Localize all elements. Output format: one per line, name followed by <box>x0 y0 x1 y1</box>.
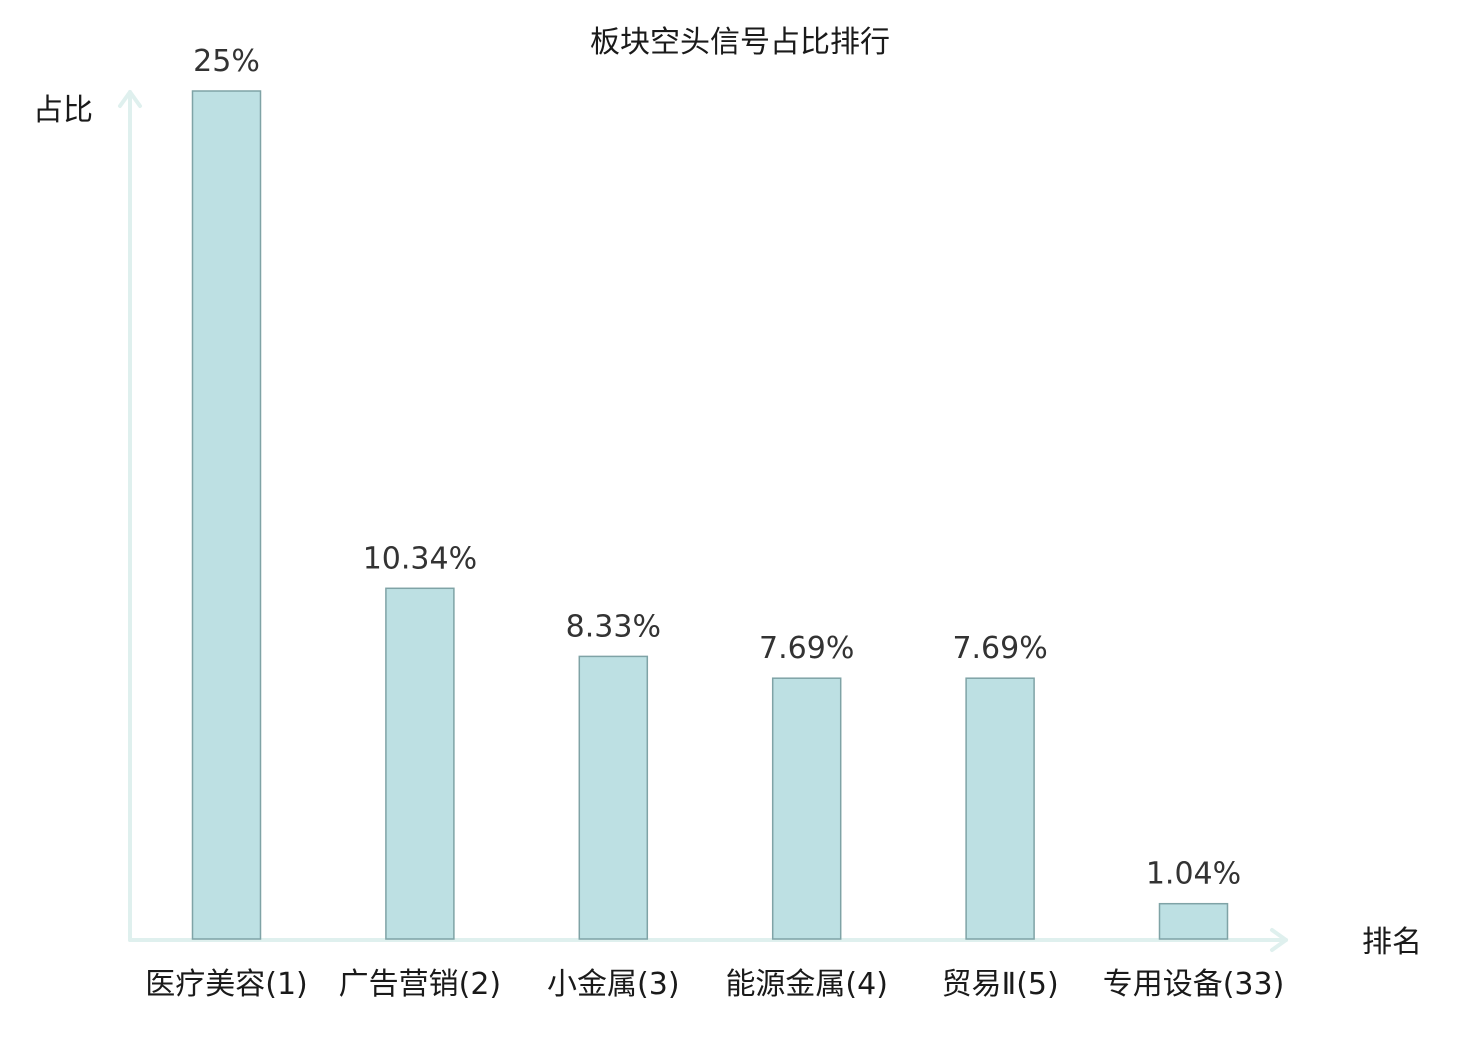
category-label: 能源金属(4) <box>725 967 888 1002</box>
y-axis-arrow <box>118 90 142 108</box>
category-label: 贸易Ⅱ(5) <box>941 967 1058 1002</box>
bar <box>771 677 842 940</box>
value-label: 10.34% <box>363 541 477 576</box>
chart-title: 板块空头信号占比排行 <box>590 25 890 60</box>
value-labels: 25% 10.34% 8.33% 7.69% 7.69% 1.04% <box>193 44 1241 892</box>
bar <box>385 587 455 940</box>
y-axis <box>118 90 142 942</box>
category-label: 专用设备(33) <box>1103 967 1285 1002</box>
y-axis-label: 占比 <box>33 93 93 128</box>
bar <box>578 655 649 940</box>
bar <box>191 90 262 940</box>
x-axis-label: 排名 <box>1362 925 1422 960</box>
bar <box>965 677 1035 940</box>
category-label: 医疗美容(1) <box>145 967 308 1002</box>
x-axis-arrow <box>1270 928 1288 952</box>
value-label: 1.04% <box>1146 857 1241 892</box>
bars <box>191 90 1229 940</box>
category-label: 小金属(3) <box>547 967 680 1002</box>
value-label: 25% <box>193 44 260 79</box>
x-axis <box>128 928 1288 952</box>
category-labels: 医疗美容(1) 广告营销(2) 小金属(3) 能源金属(4) 贸易Ⅱ(5) 专用设备(33… <box>145 967 1284 1002</box>
value-label: 7.69% <box>952 631 1047 666</box>
category-label: 广告营销(2) <box>339 967 502 1002</box>
bar <box>1158 902 1229 940</box>
value-label: 7.69% <box>759 631 854 666</box>
value-label: 8.33% <box>566 609 661 644</box>
